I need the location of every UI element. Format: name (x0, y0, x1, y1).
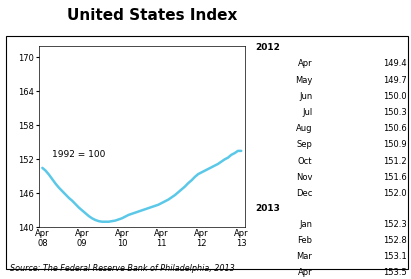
Text: 150.9: 150.9 (383, 140, 407, 149)
Text: Mar: Mar (296, 252, 312, 261)
Text: 152.0: 152.0 (383, 189, 407, 198)
Text: 150.6: 150.6 (383, 124, 407, 133)
Text: May: May (295, 76, 312, 85)
Text: 152.8: 152.8 (383, 236, 407, 245)
Text: 149.4: 149.4 (383, 59, 407, 68)
Text: 152.3: 152.3 (383, 220, 407, 229)
Text: Jun: Jun (299, 92, 312, 101)
Text: 1992 = 100: 1992 = 100 (52, 150, 106, 158)
Text: Aug: Aug (296, 124, 312, 133)
Text: 150.0: 150.0 (383, 92, 407, 101)
Text: 149.7: 149.7 (383, 76, 407, 85)
Text: United States Index: United States Index (67, 8, 237, 23)
Text: 2012: 2012 (255, 43, 280, 52)
Text: 151.6: 151.6 (383, 173, 407, 182)
Text: 151.2: 151.2 (383, 157, 407, 165)
Text: Sep: Sep (296, 140, 312, 149)
Text: Jan: Jan (299, 220, 312, 229)
Text: Oct: Oct (298, 157, 312, 165)
Text: Feb: Feb (298, 236, 312, 245)
Text: Apr: Apr (298, 268, 312, 277)
Text: 2013: 2013 (255, 204, 280, 213)
Text: 150.3: 150.3 (383, 108, 407, 117)
Text: Dec: Dec (296, 189, 312, 198)
Text: Nov: Nov (296, 173, 312, 182)
Text: Source: The Federal Reserve Bank of Philadelphia, 2013: Source: The Federal Reserve Bank of Phil… (10, 264, 235, 273)
Text: 153.5: 153.5 (383, 268, 407, 277)
Text: Apr: Apr (298, 59, 312, 68)
Text: Jul: Jul (302, 108, 312, 117)
Text: 153.1: 153.1 (383, 252, 407, 261)
